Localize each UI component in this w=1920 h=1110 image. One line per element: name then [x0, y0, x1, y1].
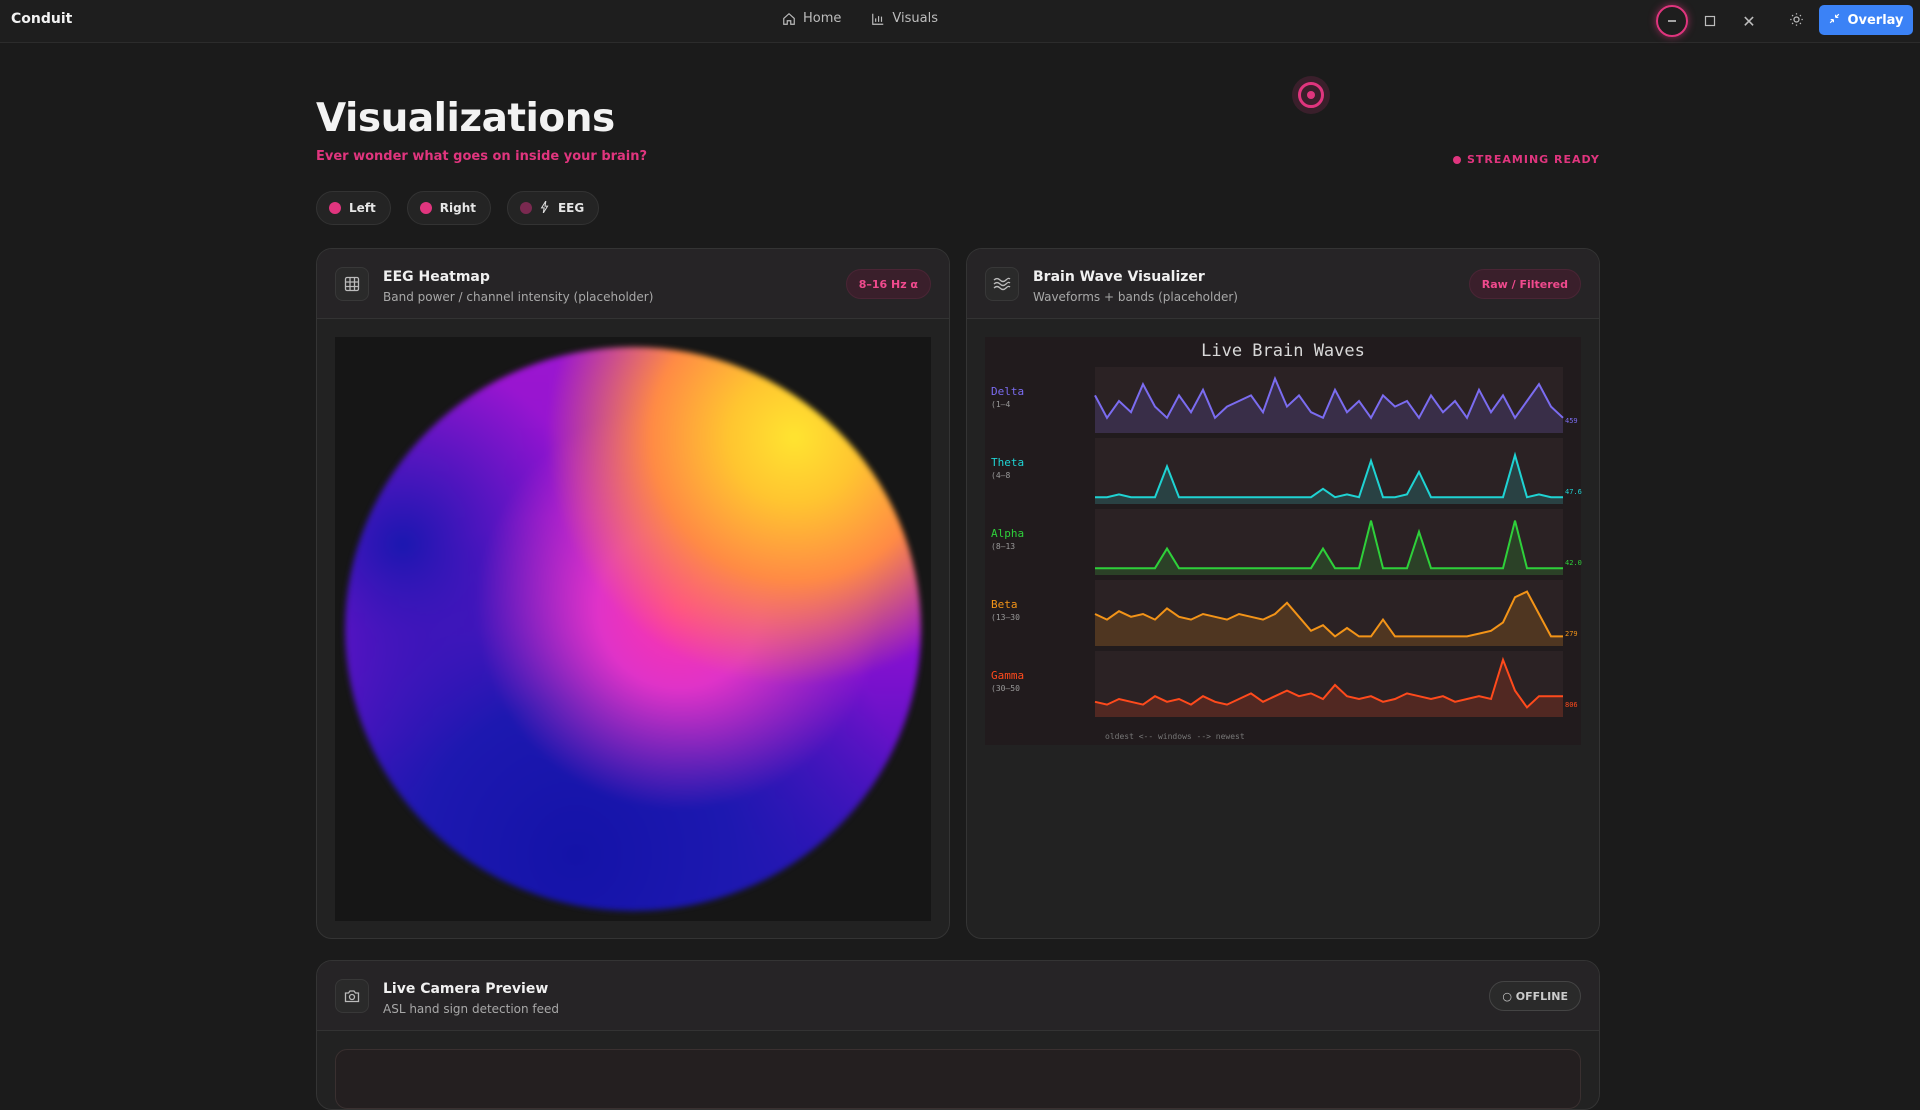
camera-icon — [335, 979, 369, 1013]
minimize-button[interactable] — [1656, 5, 1688, 37]
overlay-label: Overlay — [1847, 12, 1904, 28]
chip-left-label: Left — [349, 201, 376, 215]
card-header: EEG Heatmap Band power / channel intensi… — [317, 249, 949, 319]
record-icon — [1298, 82, 1324, 108]
band-label-alpha: Alpha — [991, 527, 1025, 540]
theme-toggle-button[interactable] — [1780, 5, 1812, 37]
band-value-beta: 279 — [1565, 630, 1578, 638]
card-title: Live Camera Preview — [383, 981, 549, 997]
maximize-button[interactable] — [1694, 5, 1726, 37]
bolt-icon — [540, 200, 550, 216]
wave-line-alpha — [1095, 520, 1563, 570]
grid-icon — [335, 267, 369, 301]
wave-panel-bg — [1095, 651, 1563, 717]
card-title: Brain Wave Visualizer — [1033, 269, 1205, 285]
chip-dot-icon — [419, 202, 432, 214]
page-title: Visualizations — [316, 96, 615, 141]
band-range-gamma: (30–50 — [991, 684, 1020, 693]
band-badge[interactable]: 8–16 Hz α — [845, 269, 931, 299]
title-bar: Conduit Home Visuals ✕ — [0, 0, 1920, 43]
plot-title: Live Brain Waves — [1201, 341, 1365, 361]
band-value-alpha: 42.0 — [1565, 559, 1582, 567]
wave-line-beta — [1094, 590, 1563, 638]
wave-area-beta — [1095, 591, 1563, 646]
nav-visuals[interactable]: Visuals — [871, 11, 938, 26]
app-title: Conduit — [11, 11, 73, 27]
wave-panel-bg — [1095, 509, 1563, 575]
heatmap-image — [345, 347, 921, 911]
chip-right[interactable]: Right — [406, 191, 491, 225]
chip-dot-icon — [329, 202, 341, 214]
band-range-beta: (13–30 — [991, 613, 1020, 622]
streaming-status: STREAMING READY — [1453, 153, 1600, 166]
chip-eeg-label: EEG — [557, 201, 585, 215]
wave-area-gamma — [1095, 659, 1563, 717]
card-title: EEG Heatmap — [383, 269, 490, 285]
brain-wave-card: Brain Wave Visualizer Waveforms + bands … — [966, 248, 1600, 939]
band-value-gamma: 806 — [1565, 701, 1578, 709]
minimize-icon — [1666, 12, 1678, 31]
overlay-button[interactable]: Overlay — [1819, 5, 1913, 35]
top-nav: Home Visuals — [782, 11, 938, 26]
shrink-icon — [1828, 12, 1841, 29]
card-subtitle: Band power / channel intensity (placehol… — [383, 290, 654, 304]
card-header: Live Camera Preview ASL hand sign detect… — [317, 961, 1599, 1031]
band-range-theta: (4–8 — [991, 471, 1011, 480]
home-icon — [782, 12, 796, 26]
band-label-beta: Beta — [991, 598, 1018, 611]
chip-dot-icon — [519, 202, 532, 214]
band-range-delta: (1–4 — [991, 400, 1011, 409]
band-value-delta: 459 — [1565, 417, 1578, 425]
axis-note: oldest <-- windows --> newest — [1105, 732, 1245, 741]
card-subtitle: ASL hand sign detection feed — [383, 1002, 560, 1016]
camera-preview — [335, 1049, 1581, 1109]
brain-wave-plot: Live Brain Waves oldest <-- windows --> … — [985, 337, 1582, 745]
wave-chart-svg — [1094, 367, 1564, 717]
heatmap-canvas — [335, 337, 931, 921]
nav-home[interactable]: Home — [782, 11, 841, 26]
chip-left[interactable]: Left — [316, 191, 391, 225]
bar-chart-icon — [871, 12, 885, 26]
offline-badge: ○ OFFLINE — [1489, 981, 1581, 1011]
nav-visuals-label: Visuals — [892, 11, 938, 26]
waves-icon — [985, 267, 1019, 301]
sun-icon — [1789, 12, 1804, 31]
card-header: Brain Wave Visualizer Waveforms + bands … — [967, 249, 1599, 319]
eeg-heatmap-card: EEG Heatmap Band power / channel intensi… — [316, 248, 950, 939]
raw-filtered-toggle[interactable]: Raw / Filtered — [1468, 269, 1581, 299]
band-range-alpha: (8–13 — [991, 542, 1016, 551]
card-subtitle: Waveforms + bands (placeholder) — [1033, 290, 1238, 304]
streaming-status-label: STREAMING READY — [1467, 153, 1600, 166]
wave-line-delta — [1094, 375, 1564, 420]
close-button[interactable]: ✕ — [1733, 5, 1765, 37]
nav-home-label: Home — [803, 11, 842, 26]
record-button[interactable] — [1292, 76, 1330, 114]
wave-line-theta — [1095, 451, 1563, 499]
page-subtitle: Ever wonder what goes on inside your bra… — [316, 149, 648, 164]
close-icon: ✕ — [1742, 11, 1756, 31]
band-label-gamma: Gamma — [991, 669, 1025, 682]
camera-card: Live Camera Preview ASL hand sign detect… — [316, 960, 1600, 1110]
wave-line-gamma — [1094, 656, 1563, 709]
band-value-theta: 47.6 — [1565, 488, 1582, 496]
channel-chips: Left Right EEG — [316, 191, 600, 225]
band-label-delta: Delta — [991, 385, 1025, 398]
chip-right-label: Right — [439, 201, 476, 215]
chip-eeg[interactable]: EEG — [506, 191, 600, 225]
maximize-icon — [1704, 12, 1716, 31]
band-label-theta: Theta — [991, 456, 1025, 469]
status-dot-icon — [1453, 155, 1461, 164]
